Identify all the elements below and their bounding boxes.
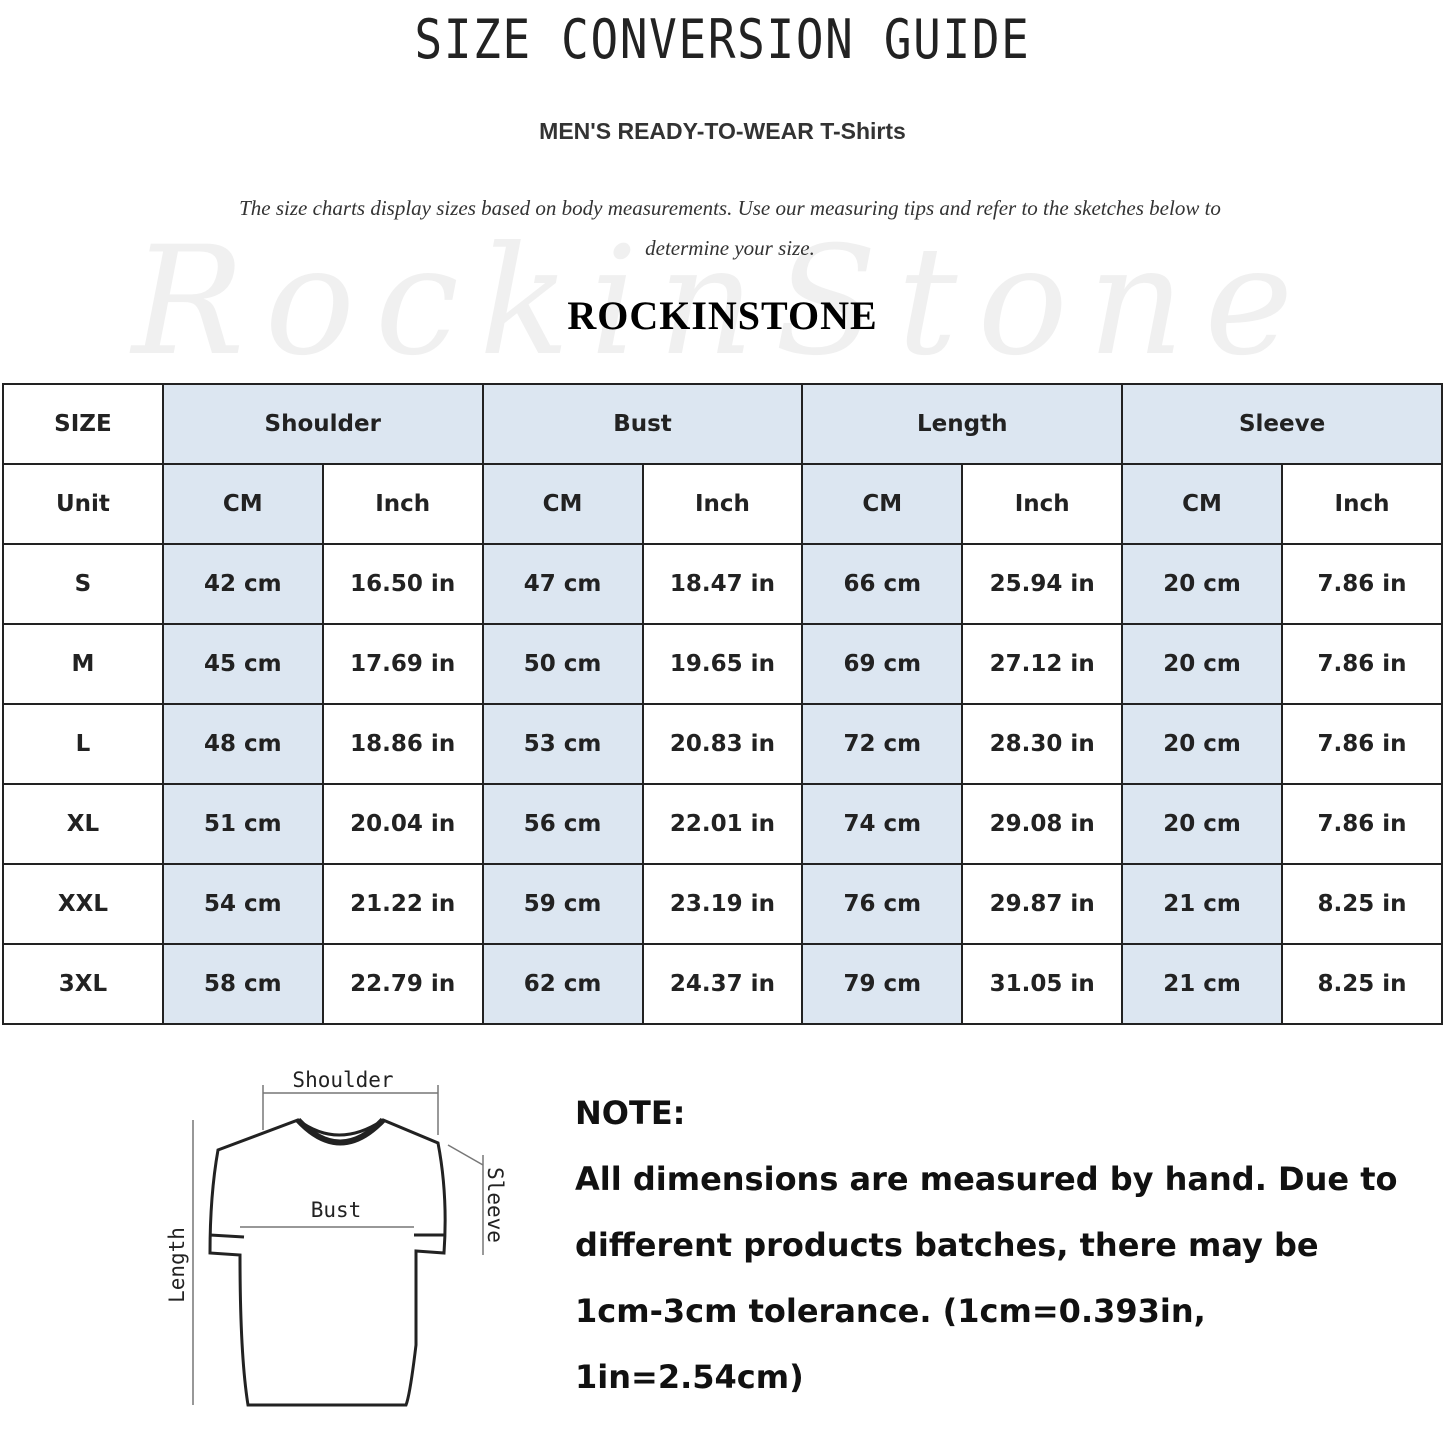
- table-row: 3XL 58 cm 22.79 in 62 cm 24.37 in 79 cm 31.05 …: [2, 943, 1443, 1025]
- table-row: M 45 cm 17.69 in 50 cm 19.65 in 69 cm 27.12 in…: [2, 623, 1443, 705]
- group-header-sleeve: Sleeve: [1121, 383, 1443, 465]
- measurement-cell: 22.01 in: [641, 783, 804, 865]
- measurement-cell: 29.08 in: [961, 783, 1124, 865]
- measurement-cell: 8.25 in: [1281, 863, 1443, 945]
- unit-cm: CM: [161, 463, 324, 545]
- shoulder-label: Shoulder: [292, 1068, 393, 1092]
- measurement-cell: 20 cm: [1121, 783, 1283, 865]
- unit-inch: Inch: [961, 463, 1124, 545]
- brand-name: ROCKINSTONE: [567, 293, 878, 338]
- measurement-cell: 24.37 in: [641, 943, 804, 1025]
- measurement-cell: 76 cm: [801, 863, 964, 945]
- table-row: XXL 54 cm 21.22 in 59 cm 23.19 in 76 cm 29.87 …: [2, 863, 1443, 945]
- page-subtitle: MEN'S READY-TO-WEAR T-Shirts: [539, 118, 906, 144]
- measurement-cell: 7.86 in: [1281, 703, 1443, 785]
- measurement-cell: 45 cm: [161, 623, 324, 705]
- measurement-cell: 21 cm: [1121, 943, 1283, 1025]
- measurement-cell: 54 cm: [161, 863, 324, 945]
- measurement-cell: 29.87 in: [961, 863, 1124, 945]
- size-cell: 3XL: [2, 943, 164, 1025]
- measurement-cell: 72 cm: [801, 703, 964, 785]
- size-cell: XL: [2, 783, 164, 865]
- measurement-cell: 20 cm: [1121, 703, 1283, 785]
- tshirt-outline-icon: [208, 1117, 447, 1407]
- measurement-cell: 53 cm: [481, 703, 644, 785]
- unit-cm: CM: [1121, 463, 1283, 545]
- measurement-cell: 25.94 in: [961, 543, 1124, 625]
- measurement-cell: 18.86 in: [321, 703, 484, 785]
- measurement-cell: 48 cm: [161, 703, 324, 785]
- measurement-cell: 42 cm: [161, 543, 324, 625]
- measurement-cell: 21 cm: [1121, 863, 1283, 945]
- tshirt-sketch: Shoulder Bust Length Sleeve: [165, 1068, 507, 1407]
- length-label: Length: [165, 1227, 189, 1303]
- sleeve-label: Sleeve: [483, 1167, 507, 1243]
- page-title: SIZE CONVERSION GUIDE: [414, 8, 1031, 71]
- measurement-cell: 62 cm: [481, 943, 644, 1025]
- description: The size charts display sizes based on b…: [239, 196, 1221, 260]
- unit-header: Unit: [2, 463, 164, 545]
- measurement-cell: 50 cm: [481, 623, 644, 705]
- table-header-row: SIZE Shoulder Bust Length Sleeve: [2, 383, 1443, 465]
- measurement-cell: 20 cm: [1121, 623, 1283, 705]
- measurement-cell: 23.19 in: [641, 863, 804, 945]
- measurement-cell: 17.69 in: [321, 623, 484, 705]
- measurement-cell: 22.79 in: [321, 943, 484, 1025]
- measurement-cell: 19.65 in: [641, 623, 804, 705]
- unit-inch: Inch: [1281, 463, 1443, 545]
- size-cell: L: [2, 703, 164, 785]
- unit-cm: CM: [801, 463, 964, 545]
- note-heading: NOTE:: [575, 1094, 686, 1132]
- measurement-cell: 18.47 in: [641, 543, 804, 625]
- measurement-cell: 79 cm: [801, 943, 964, 1025]
- measurement-cell: 31.05 in: [961, 943, 1124, 1025]
- unit-cm: CM: [481, 463, 644, 545]
- measurement-cell: 59 cm: [481, 863, 644, 945]
- group-header-length: Length: [801, 383, 1124, 465]
- group-header-bust: Bust: [481, 383, 804, 465]
- size-header: SIZE: [2, 383, 164, 465]
- bust-label: Bust: [311, 1198, 362, 1222]
- measurement-cell: 20 cm: [1121, 543, 1283, 625]
- table-row: L 48 cm 18.86 in 53 cm 20.83 in 72 cm 28.30 in…: [2, 703, 1443, 785]
- measurement-cell: 28.30 in: [961, 703, 1124, 785]
- measurement-cell: 56 cm: [481, 783, 644, 865]
- measurement-cell: 7.86 in: [1281, 543, 1443, 625]
- measurement-cell: 66 cm: [801, 543, 964, 625]
- measurement-cell: 16.50 in: [321, 543, 484, 625]
- note: NOTE: All dimensions are measured by han…: [575, 1080, 1435, 1410]
- measurement-cell: 58 cm: [161, 943, 324, 1025]
- measurement-cell: 74 cm: [801, 783, 964, 865]
- unit-row: Unit CM Inch CM Inch CM Inch CM Inch: [2, 463, 1443, 545]
- measurement-cell: 27.12 in: [961, 623, 1124, 705]
- watermark-logo: RockinStone: [131, 215, 1314, 389]
- note-line: different products batches, there may be: [575, 1226, 1319, 1264]
- measurement-cell: 8.25 in: [1281, 943, 1443, 1025]
- measurement-cell: 51 cm: [161, 783, 324, 865]
- unit-inch: Inch: [641, 463, 804, 545]
- note-line: 1cm-3cm tolerance. (1cm=0.393in, 1in=2.5…: [575, 1292, 1206, 1396]
- table-row: XL 51 cm 20.04 in 56 cm 22.01 in 74 cm 29.08 i…: [2, 783, 1443, 865]
- table-row: S 42 cm 16.50 in 47 cm 18.47 in 66 cm 25.94 in…: [2, 543, 1443, 625]
- measurement-cell: 21.22 in: [321, 863, 484, 945]
- size-cell: S: [2, 543, 164, 625]
- size-table: SIZE Shoulder Bust Length Sleeve Unit CM…: [2, 383, 1443, 1025]
- measurement-cell: 47 cm: [481, 543, 644, 625]
- note-line: All dimensions are measured by hand. Due…: [575, 1160, 1398, 1198]
- measurement-cell: 69 cm: [801, 623, 964, 705]
- measurement-cell: 7.86 in: [1281, 623, 1443, 705]
- measurement-cell: 20.04 in: [321, 783, 484, 865]
- unit-inch: Inch: [321, 463, 484, 545]
- measurement-cell: 7.86 in: [1281, 783, 1443, 865]
- size-cell: M: [2, 623, 164, 705]
- measurement-cell: 20.83 in: [641, 703, 804, 785]
- group-header-shoulder: Shoulder: [161, 383, 484, 465]
- size-cell: XXL: [2, 863, 164, 945]
